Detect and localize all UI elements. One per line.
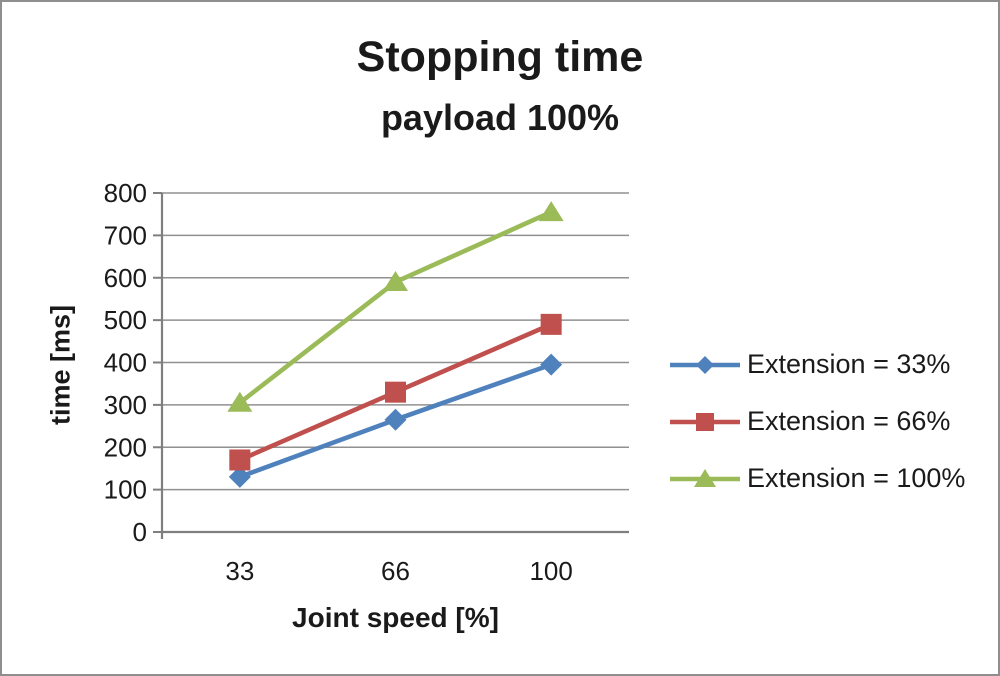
legend-item: Extension = 33% bbox=[668, 336, 965, 393]
legend-marker-triangle-icon bbox=[670, 468, 740, 487]
series-marker-diamond bbox=[228, 465, 251, 488]
legend-label: Extension = 33% bbox=[747, 349, 951, 379]
legend-marker-diamond-icon bbox=[670, 355, 740, 374]
y-tick-label: 600 bbox=[104, 263, 147, 293]
legend-label: Extension = 66% bbox=[747, 406, 951, 436]
legend: Extension = 33% Extension = 66% Extension … bbox=[668, 336, 965, 507]
y-tick-label: 400 bbox=[104, 348, 147, 378]
series-marker-square bbox=[385, 381, 406, 403]
y-tick-label: 200 bbox=[104, 432, 147, 462]
series-marker-triangle bbox=[227, 391, 253, 412]
series-marker-diamond bbox=[384, 408, 407, 431]
x-tick-label: 66 bbox=[381, 556, 410, 586]
legend-item: Extension = 66% bbox=[668, 393, 965, 450]
y-tick-label: 0 bbox=[133, 517, 147, 547]
series-marker-triangle bbox=[383, 270, 408, 292]
legend-marker-square-icon bbox=[670, 412, 740, 431]
y-tick-label: 300 bbox=[104, 390, 147, 420]
chart-title: Stopping time bbox=[356, 33, 644, 81]
series-marker-diamond bbox=[540, 353, 563, 376]
series-marker-triangle bbox=[538, 201, 564, 222]
legend-item: Extension = 100% bbox=[668, 450, 965, 507]
series-marker-square bbox=[540, 313, 562, 335]
y-tick-label: 500 bbox=[104, 305, 147, 335]
x-tick-label: 100 bbox=[529, 556, 572, 586]
x-axis-title: Joint speed [%] bbox=[292, 602, 499, 633]
chart-subtitle: payload 100% bbox=[380, 97, 620, 138]
y-tick-label: 800 bbox=[104, 178, 147, 208]
y-axis-title: time [ms] bbox=[45, 304, 76, 426]
y-tick-label: 700 bbox=[104, 220, 147, 250]
y-tick-label: 100 bbox=[104, 475, 147, 505]
series-marker-square bbox=[229, 449, 251, 471]
x-tick-label: 33 bbox=[225, 556, 254, 586]
legend-label: Extension = 100% bbox=[747, 463, 966, 493]
series-line bbox=[237, 209, 554, 406]
